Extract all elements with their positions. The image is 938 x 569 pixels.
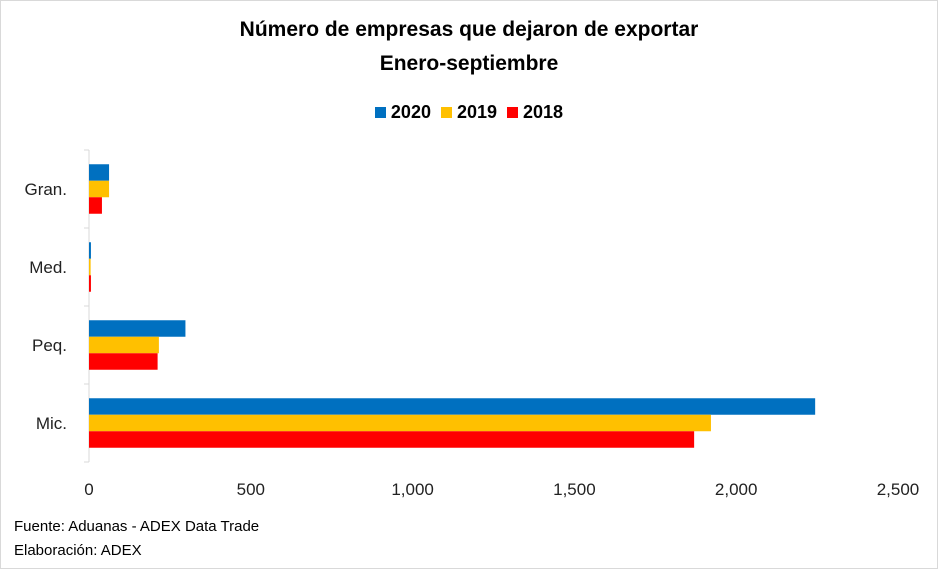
legend: 2020 2019 2018: [0, 102, 938, 123]
legend-item-2018: 2018: [507, 102, 563, 123]
bar-2020: [89, 242, 91, 259]
y-tick-label: Peq.: [32, 336, 67, 355]
y-tick-label: Mic.: [36, 414, 67, 433]
bar-2020: [89, 320, 186, 337]
bar-2018: [89, 275, 91, 292]
chart-title: Número de empresas que dejaron de export…: [239, 18, 699, 41]
bar-2020: [89, 164, 110, 181]
source-note: Fuente: Aduanas - ADEX Data Trade: [14, 518, 260, 535]
bar-2019: [89, 336, 159, 354]
x-tick-label: 1,000: [391, 480, 434, 499]
legend-label-2018: 2018: [523, 102, 564, 122]
bar-2018: [89, 353, 158, 370]
bar-2019: [89, 414, 711, 432]
legend-item-2019: 2019: [440, 102, 498, 123]
bar-2018: [89, 197, 102, 214]
y-tick-label: Gran.: [24, 180, 67, 199]
bar-2019: [89, 180, 110, 198]
credit-note: Elaboración: ADEX: [14, 542, 142, 559]
x-tick-label: 0: [84, 480, 93, 499]
bar-2018: [89, 431, 695, 448]
x-tick-label: 2,500: [877, 480, 920, 499]
x-tick-label: 1,500: [553, 480, 596, 499]
y-tick-label: Med.: [29, 258, 67, 277]
x-tick-label: 2,000: [715, 480, 758, 499]
legend-swatch-2020: [374, 107, 386, 118]
x-tick-label: 500: [237, 480, 265, 499]
bar-2019: [89, 258, 91, 276]
bar-2020: [89, 398, 816, 415]
chart-subtitle: Enero-septiembre: [379, 52, 559, 75]
legend-swatch-2018: [507, 107, 519, 118]
legend-label-2019: 2019: [456, 102, 498, 122]
legend-label-2020: 2020: [390, 102, 431, 122]
legend-item-2020: 2020: [374, 102, 431, 123]
legend-swatch-2019: [440, 107, 452, 118]
